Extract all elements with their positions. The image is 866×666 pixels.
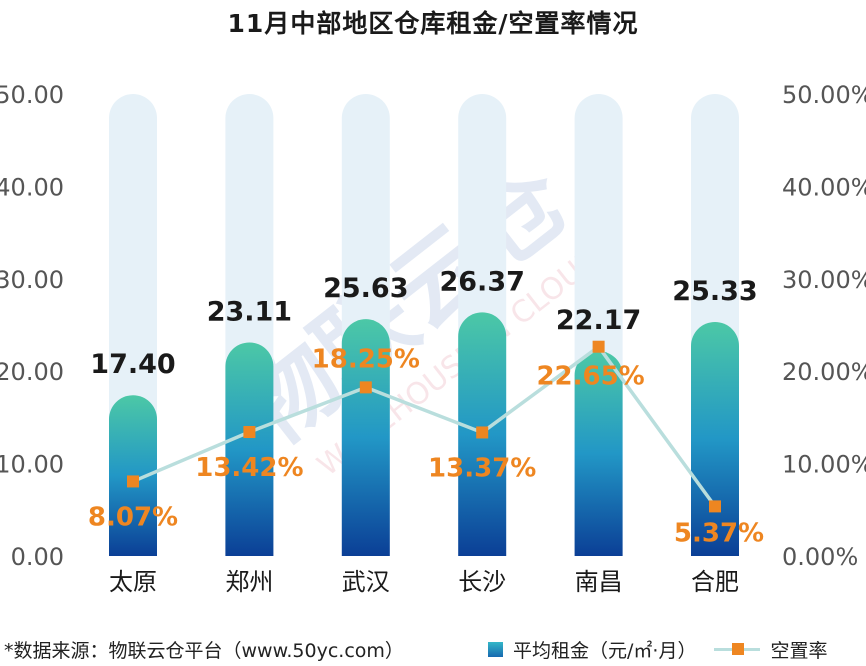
vacancy-value-label: 22.65% — [536, 362, 644, 392]
vacancy-line — [132, 344, 717, 508]
rent-value-label: 25.63 — [323, 273, 408, 304]
vacancy-marker — [592, 340, 605, 353]
right-axis-tick: 50.00% — [782, 81, 866, 109]
legend-vacancy-label: 空置率 — [770, 640, 828, 662]
right-axis-tick: 40.00% — [782, 173, 866, 201]
rent-value-label: 23.11 — [207, 296, 292, 327]
vacancy-value-label: 13.42% — [195, 453, 303, 483]
category-label: 郑州 — [225, 568, 273, 596]
rent-bar — [691, 321, 739, 556]
vacancy-marker — [243, 425, 256, 438]
left-axis-tick: 20.00 — [0, 358, 64, 386]
x-axis-categories: 太原 郑州 武汉 长沙 南昌 合肥 — [109, 568, 739, 596]
chart-title: 11月中部地区仓库租金/空置率情况 — [227, 9, 639, 38]
rent-value-label: 26.37 — [439, 266, 524, 297]
vacancy-value-label: 5.37% — [674, 518, 764, 548]
vacancy-labels: 8.07% 13.42% 18.25% 13.37% 22.65% 5.37% — [88, 344, 764, 548]
left-axis-tick: 40.00 — [0, 173, 64, 201]
right-axis: 0.00% 10.00% 20.00% 30.00% 40.00% 50.00% — [782, 81, 866, 571]
rent-value-label: 17.40 — [90, 349, 175, 380]
left-axis-tick: 30.00 — [0, 266, 64, 294]
vacancy-value-label: 18.25% — [312, 344, 420, 374]
rent-bar — [341, 319, 390, 556]
category-label: 武汉 — [342, 568, 390, 596]
left-axis: 0.00 10.00 20.00 30.00 40.00 50.00 — [0, 81, 64, 571]
vacancy-value-label: 8.07% — [88, 502, 178, 532]
legend-line-swatch — [714, 643, 761, 655]
legend-item-rent: 平均租金（元/㎡·月） — [488, 636, 696, 663]
bar-value-labels: 17.40 23.11 25.63 26.37 22.17 25.33 — [90, 266, 757, 380]
rent-value-label: 22.17 — [556, 305, 641, 336]
category-label: 南昌 — [575, 568, 623, 596]
right-axis-tick: 30.00% — [782, 266, 866, 294]
vacancy-marker — [127, 475, 139, 488]
right-axis-tick: 10.00% — [782, 451, 866, 479]
legend: 平均租金（元/㎡·月） 空置率 — [488, 636, 827, 663]
vacancy-value-label: 13.37% — [428, 453, 536, 483]
legend-rent-label: 平均租金（元/㎡·月） — [513, 640, 697, 662]
rent-bar — [574, 351, 623, 556]
vacancy-marker — [476, 426, 489, 439]
bars — [109, 312, 739, 556]
left-axis-tick: 0.00 — [11, 543, 64, 571]
chart-canvas: 物联云仓 WAREHOUSE IN CLOUD 0.0010.0020.0030… — [0, 81, 866, 596]
category-label: 合肥 — [691, 568, 739, 596]
vacancy-markers — [127, 340, 721, 513]
category-label: 太原 — [109, 568, 157, 596]
right-axis-tick: 0.00% — [782, 543, 858, 571]
right-axis-tick: 20.00% — [782, 358, 866, 386]
left-axis-tick: 10.00 — [0, 451, 64, 479]
category-label: 长沙 — [458, 568, 506, 596]
rent-bar — [225, 342, 274, 556]
vacancy-marker — [359, 381, 372, 394]
left-axis-tick: 50.00 — [0, 81, 64, 109]
legend-bar-swatch — [488, 642, 503, 657]
rent-value-label: 25.33 — [672, 276, 757, 307]
data-source-note: *数据来源：物联云仓平台（www.50yc.com） — [4, 640, 404, 662]
legend-item-vacancy: 空置率 — [696, 636, 827, 663]
vacancy-marker — [709, 500, 721, 513]
vacancy-line-path — [132, 344, 717, 508]
